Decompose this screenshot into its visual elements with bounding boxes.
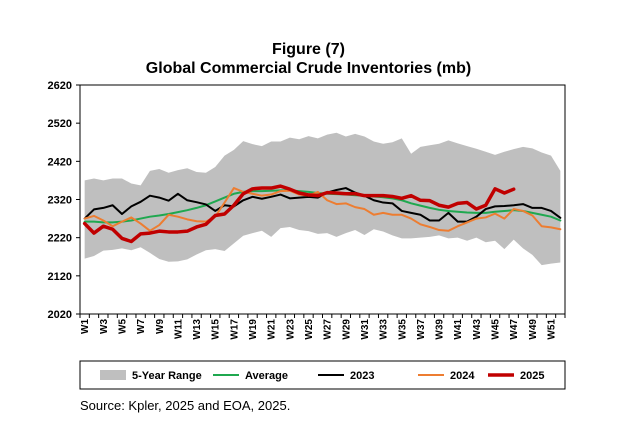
x-axis: W1 W3 W5 W7 W9 W11 W13 W15 W17 W19 W21 W23 W25 W27 W29… [79, 314, 566, 340]
y-tick-label: 2020 [48, 309, 72, 321]
legend: 5-Year Range Average 2023 2024 2025 [79, 360, 566, 390]
range-band-layer [84, 132, 561, 266]
y-axis: 2020 2120 2220 2320 2420 2520 2620 [48, 80, 80, 321]
series-line-2024 [83, 187, 562, 232]
y-tick-label: 2120 [48, 271, 72, 283]
x-tick-label: W45 [491, 319, 502, 340]
x-tick-label: W13 [192, 319, 203, 340]
x-tick-label: W25 [304, 319, 315, 340]
x-tick-label: W15 [211, 319, 222, 340]
y-tick-label: 2320 [48, 195, 72, 207]
x-tick-label: W39 [435, 319, 446, 340]
x-tick-label: W35 [397, 319, 408, 340]
x-tick-label: W7 [136, 319, 147, 334]
x-tick-label: W11 [173, 319, 184, 339]
x-tick-label: W43 [472, 319, 483, 340]
legend-label-2023: 2023 [350, 370, 374, 382]
figure-label: Figure (7) [272, 41, 345, 58]
x-tick-label: W41 [453, 319, 464, 340]
series-layer [82, 184, 562, 244]
chart-title-block: Figure (7) Global Commercial Crude Inven… [0, 40, 617, 78]
x-tick-label: W5 [117, 319, 128, 334]
x-tick-label: W3 [99, 319, 110, 334]
x-tick-label: W9 [155, 319, 166, 334]
x-tick-label: W37 [416, 319, 427, 340]
y-tick-label: 2520 [48, 118, 72, 130]
legend-label-5-year-range: 5-Year Range [132, 370, 202, 382]
y-tick-label: 2220 [48, 233, 72, 245]
range-band-area [84, 132, 561, 266]
legend-label-average: Average [245, 370, 288, 382]
chart-title: Global Commercial Crude Inventories (mb) [145, 60, 472, 77]
source-note: Source: Kpler, 2025 and EOA, 2025. [80, 398, 291, 413]
x-tick-label: W17 [229, 319, 240, 340]
legend-label-2025: 2025 [520, 370, 544, 382]
x-tick-label: W47 [509, 319, 520, 340]
x-tick-label: W49 [528, 319, 539, 340]
x-tick-label: W31 [360, 319, 371, 340]
x-tick-label: W51 [547, 319, 558, 340]
legend-frame [79, 360, 566, 390]
x-tick-label: W33 [379, 319, 390, 340]
x-tick-label: W21 [267, 319, 278, 340]
y-tick-label: 2620 [48, 80, 72, 92]
legend-label-2024: 2024 [450, 370, 475, 382]
y-tick-label: 2420 [48, 156, 72, 168]
legend-swatch-5-year-range [100, 370, 126, 380]
x-tick-label: W19 [248, 319, 259, 340]
x-tick-label: W27 [323, 319, 334, 340]
series-line-2025 [82, 184, 516, 244]
x-tick-label: W1 [80, 319, 91, 334]
x-tick-label: W29 [341, 319, 352, 340]
x-tick-label: W23 [285, 319, 296, 340]
